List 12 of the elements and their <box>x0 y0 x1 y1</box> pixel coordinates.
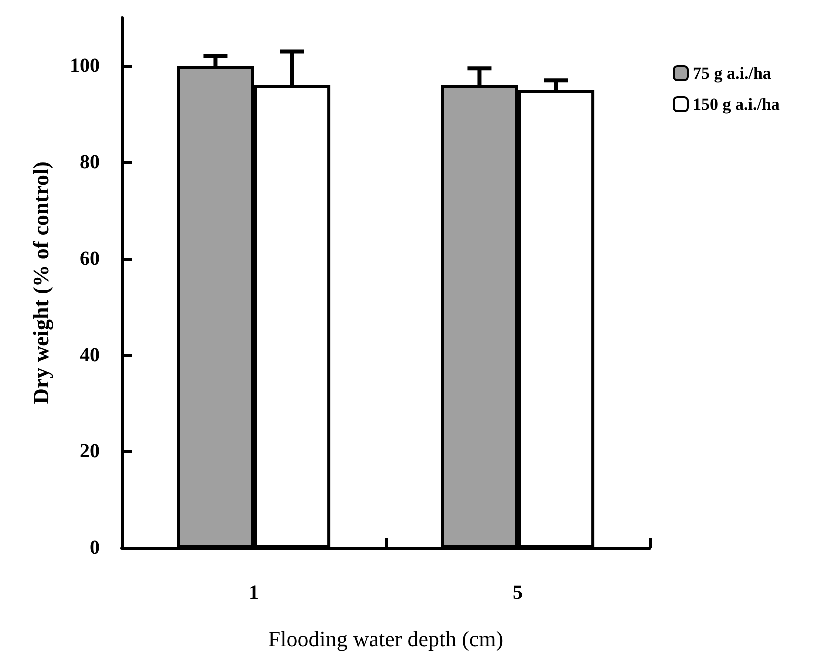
y-tick-label: 60 <box>80 248 100 270</box>
legend-label: 75 g a.i./ha <box>693 64 772 83</box>
x-tick-label: 1 <box>249 582 259 604</box>
legend-label: 150 g a.i./ha <box>693 95 780 114</box>
y-axis-title: Dry weight (% of control) <box>28 162 54 404</box>
y-tick-label: 80 <box>80 152 100 174</box>
x-tick-label: 5 <box>513 582 523 604</box>
x-axis-title: Flooding water depth (cm) <box>268 626 504 652</box>
y-tick-label: 20 <box>80 440 100 463</box>
y-tick-label: 40 <box>80 344 100 366</box>
y-tick-label: 100 <box>70 55 100 78</box>
y-tick-label: 0 <box>90 537 100 559</box>
